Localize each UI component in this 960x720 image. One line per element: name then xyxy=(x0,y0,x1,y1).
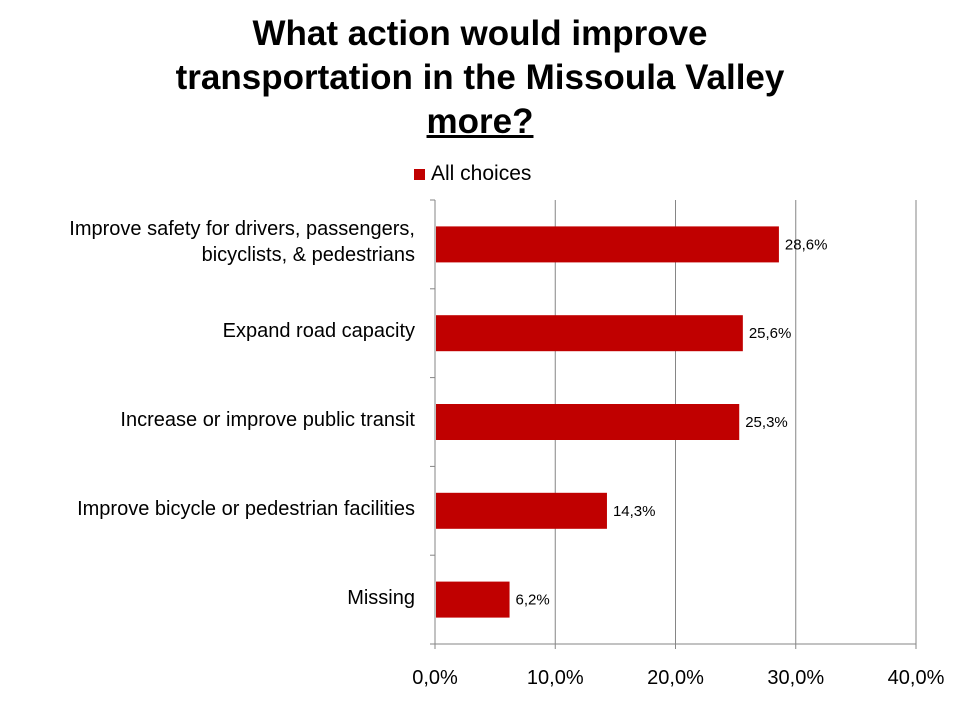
category-label: Increase or improve public transit xyxy=(120,407,415,433)
category-label-line: bicyclists, & pedestrians xyxy=(201,244,415,267)
data-label: 25,3% xyxy=(745,414,788,431)
chart-title-line-1: What action would improve xyxy=(252,14,708,53)
x-tick-label: 0,0% xyxy=(412,667,458,689)
category-label-line: Increase or improve public transit xyxy=(120,409,415,431)
legend-swatch xyxy=(414,168,425,180)
chart-title-line-2: transportation in the Missoula Valley xyxy=(175,58,785,97)
category-label: Improve bicycle or pedestrian facilities xyxy=(77,496,415,522)
legend-label: All choices xyxy=(431,162,532,185)
category-label: Missing xyxy=(347,585,415,611)
bar xyxy=(436,315,743,352)
category-label-line: Improve bicycle or pedestrian facilities xyxy=(77,497,415,520)
category-label: Improve safety for drivers, passengers, b… xyxy=(69,216,415,268)
x-tick-label: 10,0% xyxy=(527,667,584,689)
x-tick-label: 40,0% xyxy=(888,667,945,689)
data-label: 6,2% xyxy=(516,592,550,609)
chart-title-line-3: more? xyxy=(426,102,534,141)
data-label: 25,6% xyxy=(749,325,792,342)
category-label: Expand road capacity xyxy=(223,318,415,344)
chart-title: What action would improve transportation… xyxy=(0,12,960,144)
x-tick-label: 30,0% xyxy=(767,667,824,689)
data-label: 28,6% xyxy=(785,236,828,253)
bar xyxy=(436,226,779,263)
category-label-line: Expand road capacity xyxy=(222,320,415,343)
data-label: 14,3% xyxy=(613,503,656,520)
legend: All choices xyxy=(414,162,531,186)
bar xyxy=(436,492,607,529)
category-label-line: Improve safety for drivers, passengers, xyxy=(69,218,415,241)
category-label-line: Missing xyxy=(347,586,415,609)
bar xyxy=(436,404,740,440)
x-tick-label: 20,0% xyxy=(647,667,704,689)
bar xyxy=(436,581,510,618)
